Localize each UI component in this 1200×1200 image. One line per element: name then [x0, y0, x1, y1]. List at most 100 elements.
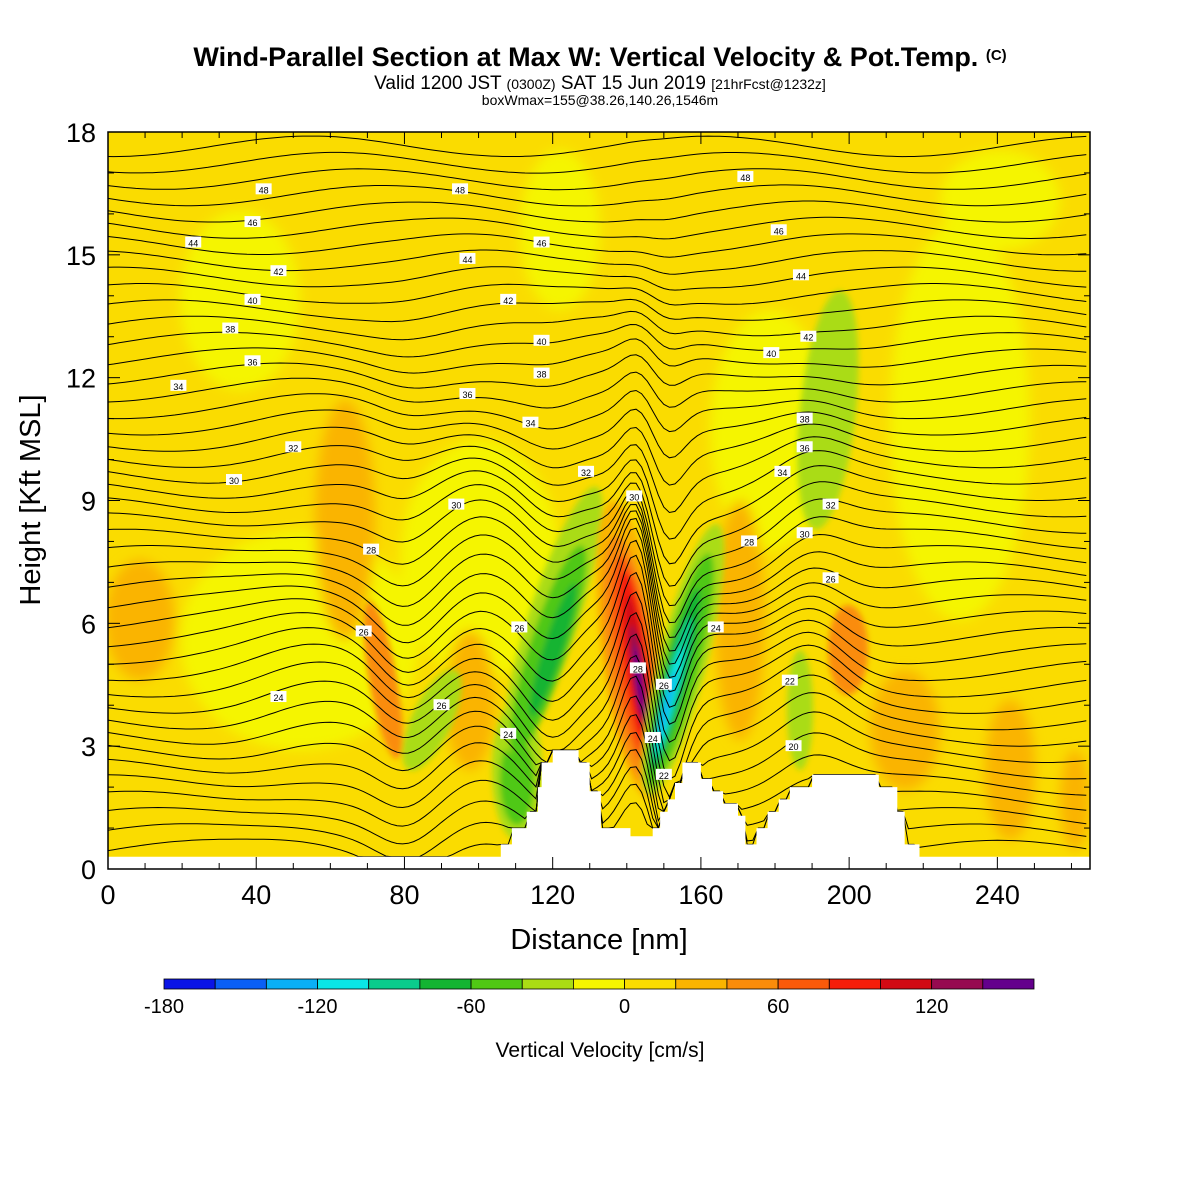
theta-contour-labels: 48 48 48 46 46 46 44 44 44 42 42 42 40 40 40 38 38 38 36 36…	[170, 171, 839, 781]
svg-text:30: 30	[229, 476, 239, 486]
contour-label: 48	[737, 171, 754, 183]
svg-text:38: 38	[225, 325, 235, 335]
theta-contour	[108, 371, 1087, 409]
theta-contour	[108, 527, 1087, 679]
colorbar-tick-label: 60	[767, 996, 789, 1018]
copyright-mark: (C)	[985, 47, 1007, 64]
theta-contour	[108, 283, 1087, 306]
svg-text:44: 44	[796, 271, 806, 281]
theta-contour	[108, 323, 1087, 358]
contour-label: 36	[244, 355, 261, 367]
svg-text:30: 30	[800, 529, 810, 539]
svg-text:28: 28	[744, 537, 754, 547]
theta-contour	[108, 695, 1087, 814]
contour-label: 46	[770, 224, 787, 236]
contour-label: 30	[626, 490, 643, 502]
svg-text:34: 34	[777, 468, 787, 478]
colorbar	[163, 978, 1035, 990]
contour-label: 26	[822, 572, 839, 584]
contour-label: 38	[533, 367, 550, 380]
theta-contour	[108, 731, 1087, 823]
contour-label: 48	[255, 183, 272, 195]
x-tick-label: 120	[530, 880, 575, 910]
svg-text:34: 34	[525, 419, 535, 429]
colorbar-swatch	[521, 978, 574, 990]
colorbar-tick-label: 0	[619, 996, 630, 1018]
svg-text:26: 26	[359, 628, 369, 638]
x-tick-label: 80	[389, 880, 419, 910]
colorbar-swatch	[163, 978, 216, 990]
contour-label: 44	[459, 252, 476, 265]
svg-text:36: 36	[800, 443, 810, 453]
x-tick-labels: 0 40 80 120 160 200 240	[100, 880, 1019, 910]
y-tick-label: 6	[81, 609, 96, 639]
contour-label: 26	[655, 678, 672, 691]
contour-label: 36	[459, 388, 476, 400]
svg-text:26: 26	[514, 623, 524, 633]
contour-label: 24	[644, 731, 661, 744]
theta-contour	[108, 497, 1087, 624]
theta-contour	[108, 168, 1087, 191]
y-tick-label: 12	[66, 364, 96, 394]
colorbar-tick-label: -180	[144, 996, 184, 1018]
svg-text:42: 42	[503, 296, 513, 306]
contour-label: 36	[796, 441, 813, 453]
svg-text:24: 24	[503, 730, 513, 740]
colorbar-swatch	[573, 978, 625, 990]
colorbar-tick-labels: -180 -120 -60 0 60 120	[144, 996, 948, 1018]
colorbar-swatch	[317, 978, 370, 990]
chart-box-note: boxWmax=155@38.26,140.26,1546m	[481, 92, 719, 108]
theta-contour	[108, 389, 1087, 433]
y-tick-labels: 0 3 6 9 12 15 18	[66, 118, 96, 885]
theta-contour	[108, 539, 1087, 693]
contour-label: 34	[774, 465, 791, 478]
svg-text:26: 26	[437, 701, 447, 711]
svg-text:42: 42	[273, 267, 283, 277]
theta-contour	[108, 310, 1087, 341]
colorbar-tick-label: 120	[915, 996, 948, 1018]
contour-label: 24	[270, 691, 287, 703]
contour-label: 40	[244, 293, 261, 306]
svg-text:46: 46	[774, 226, 784, 236]
theta-contour	[108, 675, 1087, 804]
chart-subtitle: Valid 1200 JST (0300Z) SAT 15 Jun 2019 […	[374, 73, 826, 94]
svg-text:30: 30	[629, 492, 639, 502]
svg-text:40: 40	[248, 296, 258, 306]
colorbar-swatch	[828, 978, 881, 990]
y-tick-label: 0	[81, 855, 96, 885]
contour-label: 26	[511, 621, 528, 633]
theta-contour	[108, 200, 1087, 223]
colorbar-tick-label: -120	[298, 996, 338, 1018]
theta-contour	[108, 510, 1087, 652]
colorbar-label: Vertical Velocity [cm/s]	[496, 1039, 705, 1062]
colorbar-swatch	[214, 978, 267, 990]
colorbar-swatch	[624, 978, 677, 990]
theta-contour	[108, 654, 1087, 799]
svg-text:20: 20	[789, 742, 799, 752]
colorbar-swatch	[419, 978, 472, 990]
theta-contour	[108, 611, 1087, 762]
svg-text:28: 28	[633, 664, 643, 674]
theta-contour	[108, 714, 1087, 813]
contour-label: 26	[355, 625, 372, 638]
contour-label: 46	[244, 216, 261, 228]
contour-label: 22	[781, 674, 798, 687]
svg-text:38: 38	[537, 370, 547, 380]
theta-contour	[108, 481, 1087, 587]
theta-contour	[108, 233, 1087, 258]
colorbar-swatch	[675, 978, 728, 990]
contour-label: 20	[785, 740, 802, 752]
svg-text:36: 36	[248, 357, 258, 367]
svg-text:32: 32	[288, 443, 298, 453]
contour-label: 22	[655, 768, 672, 781]
svg-text:46: 46	[248, 218, 258, 228]
contour-label: 28	[741, 535, 758, 547]
svg-text:30: 30	[451, 501, 461, 511]
contour-label: 30	[796, 527, 813, 539]
contour-label: 40	[763, 347, 780, 359]
x-tick-label: 200	[827, 880, 872, 910]
svg-text:26: 26	[826, 574, 836, 584]
theta-contour	[108, 354, 1087, 389]
axis-ticks	[107, 131, 1090, 870]
svg-text:48: 48	[740, 173, 750, 183]
